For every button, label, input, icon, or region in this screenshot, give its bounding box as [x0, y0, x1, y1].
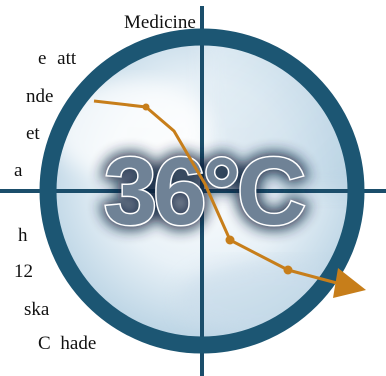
text-line-2: e att	[38, 48, 77, 69]
text-line-7: 12	[14, 261, 33, 282]
text-line-3: nde	[26, 86, 54, 107]
temperature-label: 36°C	[104, 138, 304, 245]
text-line-6: h	[18, 225, 28, 246]
temperature-label-group: 36°C 36°C	[99, 133, 313, 250]
text-line-5: a	[14, 160, 23, 181]
downward-trend-arrow-icon	[93, 99, 366, 298]
target-ring	[39, 28, 365, 354]
temperature-label-shadow: 36°C	[104, 138, 304, 245]
text-line-1: Medicine	[124, 12, 196, 33]
text-line-4: et	[26, 123, 40, 144]
text-line-9: C hade	[38, 333, 97, 354]
text-line-8: ska	[24, 299, 50, 320]
crosshair	[0, 6, 386, 376]
